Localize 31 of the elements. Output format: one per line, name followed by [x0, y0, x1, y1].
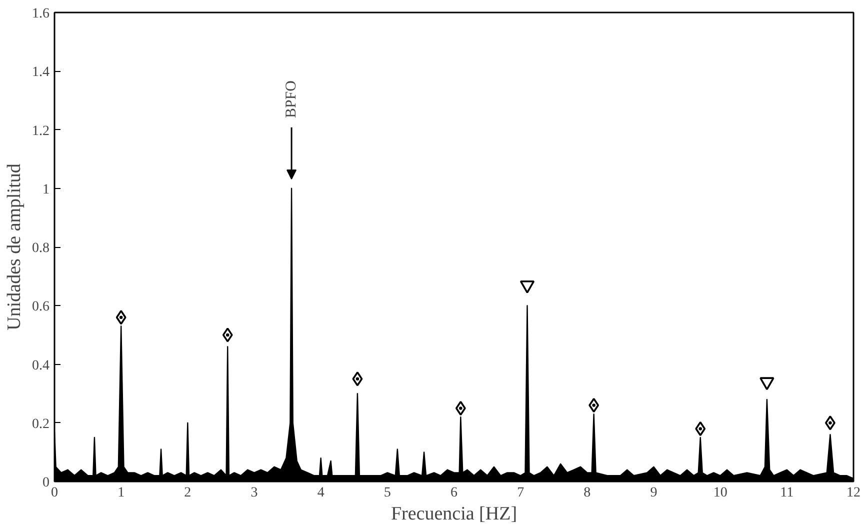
y-tick-label: 1.4	[32, 65, 50, 80]
x-tick-label: 6	[450, 486, 458, 500]
annotation: BPFO	[284, 80, 300, 118]
x-tick-label: 11	[780, 486, 794, 500]
y-tick-label: 1.2	[32, 124, 50, 139]
x-axis-title: Frecuencia [HZ]	[390, 504, 518, 524]
x-tick-label: 4	[317, 486, 324, 500]
point	[352, 372, 363, 386]
point	[222, 328, 233, 342]
point	[695, 421, 706, 436]
point	[588, 398, 600, 413]
y-tick-label: 0.4	[32, 358, 50, 374]
y-tick-label: 0	[42, 476, 50, 490]
x-tick-label: 3	[250, 486, 258, 500]
point	[455, 400, 466, 416]
y-tick-label: 0.8	[32, 241, 50, 256]
x-tick-label: 12	[846, 486, 860, 500]
y-tick-label: 0.2	[32, 416, 50, 432]
x-tick-label: 1	[118, 486, 125, 500]
y-tick-label: 1.6	[32, 6, 50, 22]
y-tick-label: 0.6	[32, 300, 50, 315]
y-axis-title: Unidades de amplitud	[4, 163, 25, 330]
x-tick-label: 10	[713, 486, 728, 500]
x-tick-label: 9	[650, 486, 658, 500]
point	[824, 415, 836, 430]
x-tick-label: 7	[517, 486, 524, 500]
y-tick-label: 1	[42, 182, 50, 198]
x-tick-label: 5	[384, 486, 391, 500]
point	[116, 310, 126, 325]
x-tick-label: 8	[584, 486, 591, 500]
x-tick-label: 2	[184, 486, 192, 500]
